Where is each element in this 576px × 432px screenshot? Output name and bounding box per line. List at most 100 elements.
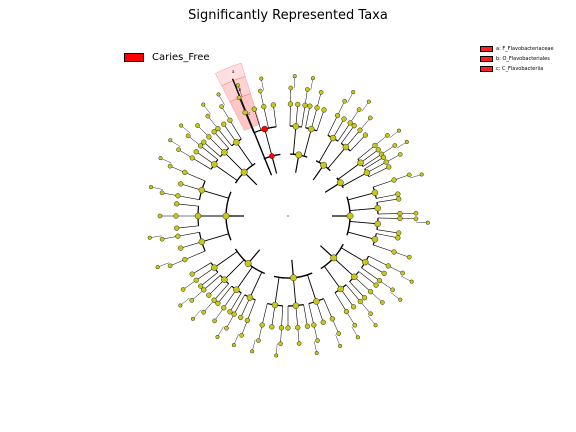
taxon-node bbox=[274, 353, 279, 358]
branch-line bbox=[192, 262, 212, 275]
taxon-node bbox=[357, 159, 364, 166]
taxon-node bbox=[173, 213, 179, 219]
taxon-node bbox=[350, 304, 357, 310]
branch-line bbox=[200, 145, 218, 160]
taxon-node bbox=[383, 159, 389, 165]
branch-line bbox=[214, 164, 238, 181]
taxon-node bbox=[238, 314, 244, 321]
taxon-node bbox=[240, 168, 248, 176]
taxon-node bbox=[366, 99, 371, 104]
branch-line bbox=[388, 265, 403, 274]
branch-line bbox=[366, 161, 387, 173]
taxon-node bbox=[397, 215, 403, 222]
branch-line bbox=[340, 288, 354, 307]
taxon-node bbox=[185, 133, 191, 139]
taxon-node bbox=[211, 161, 218, 168]
taxon-node bbox=[157, 213, 163, 219]
taxon-node bbox=[290, 274, 297, 282]
taxon-node bbox=[231, 311, 237, 317]
taxon-node bbox=[189, 271, 195, 277]
branch-line bbox=[303, 304, 308, 327]
branch-line bbox=[254, 109, 262, 131]
taxon-node bbox=[201, 139, 207, 145]
abbreviation-text: a: F_Flavobacteriaceae bbox=[496, 46, 554, 52]
taxon-node bbox=[175, 193, 181, 199]
branch-line bbox=[359, 117, 371, 131]
branch-line bbox=[196, 267, 215, 281]
branch-line bbox=[351, 326, 359, 338]
taxon-node bbox=[159, 236, 165, 242]
taxon-node bbox=[270, 102, 276, 108]
taxon-node bbox=[338, 343, 343, 348]
branch-line bbox=[244, 112, 254, 133]
taxon-node bbox=[346, 212, 354, 220]
taxon-node bbox=[211, 297, 217, 303]
branch-line bbox=[373, 244, 395, 253]
branch-line bbox=[364, 157, 384, 170]
taxon-node bbox=[419, 172, 424, 177]
taxon-node bbox=[271, 301, 279, 309]
branch-line bbox=[233, 294, 245, 315]
branch-line bbox=[374, 135, 388, 146]
taxon-node bbox=[198, 238, 205, 246]
taxon-node bbox=[178, 181, 184, 187]
branch-line bbox=[203, 275, 221, 291]
branch-line bbox=[229, 292, 242, 312]
branch-line bbox=[376, 198, 399, 203]
taxon-node bbox=[261, 104, 267, 110]
taxon-node bbox=[409, 279, 414, 284]
branch-line bbox=[337, 162, 361, 180]
branch-line bbox=[292, 277, 297, 306]
taxon-node bbox=[201, 102, 206, 107]
taxon-node bbox=[159, 190, 165, 196]
branch-line bbox=[188, 135, 201, 147]
branch-line bbox=[350, 109, 360, 124]
highlight-sector bbox=[215, 62, 246, 87]
taxon-node bbox=[190, 316, 195, 321]
taxon-node bbox=[175, 233, 181, 239]
taxon-node bbox=[155, 265, 160, 270]
abbreviation-row: c: C_Flavobacteriia bbox=[480, 64, 554, 74]
branch-line bbox=[280, 327, 282, 344]
taxon-node bbox=[244, 260, 252, 267]
taxon-node bbox=[235, 83, 240, 88]
taxon-node bbox=[224, 325, 229, 331]
branch-line bbox=[337, 101, 345, 116]
taxon-node bbox=[251, 106, 257, 112]
taxon-node bbox=[368, 311, 373, 317]
taxon-node bbox=[198, 143, 204, 149]
branch-line bbox=[350, 134, 366, 152]
highlight-labels: c b a bbox=[232, 69, 250, 116]
branch-line bbox=[327, 146, 347, 169]
branch-line bbox=[221, 106, 231, 121]
taxon-node bbox=[257, 88, 263, 94]
branch-line bbox=[361, 267, 380, 281]
taxon-node bbox=[221, 121, 227, 127]
branch-line bbox=[389, 130, 400, 139]
taxon-node bbox=[363, 169, 371, 176]
enriched-node bbox=[269, 153, 275, 159]
taxon-node bbox=[174, 225, 180, 231]
highlight-label: a bbox=[232, 69, 235, 74]
taxon-node bbox=[180, 287, 186, 292]
taxon-node bbox=[206, 134, 212, 140]
taxon-node bbox=[397, 210, 403, 217]
branch-line bbox=[214, 251, 238, 268]
taxon-node bbox=[295, 324, 301, 331]
taxon-node bbox=[352, 322, 358, 328]
branch-line bbox=[249, 272, 263, 298]
taxon-node bbox=[375, 147, 381, 153]
branch-line bbox=[264, 128, 273, 157]
abbreviation-row: a: F_Flavobacteriaceae bbox=[480, 44, 554, 54]
taxon-node bbox=[206, 292, 212, 298]
taxon-node bbox=[231, 343, 236, 348]
branch-line bbox=[192, 157, 212, 170]
taxon-node bbox=[211, 129, 217, 135]
taxon-node bbox=[351, 273, 358, 281]
branch-line bbox=[354, 276, 371, 292]
taxon-node bbox=[233, 139, 240, 146]
branch-line bbox=[379, 280, 393, 291]
taxon-node bbox=[311, 322, 317, 328]
branch-line bbox=[323, 266, 342, 290]
